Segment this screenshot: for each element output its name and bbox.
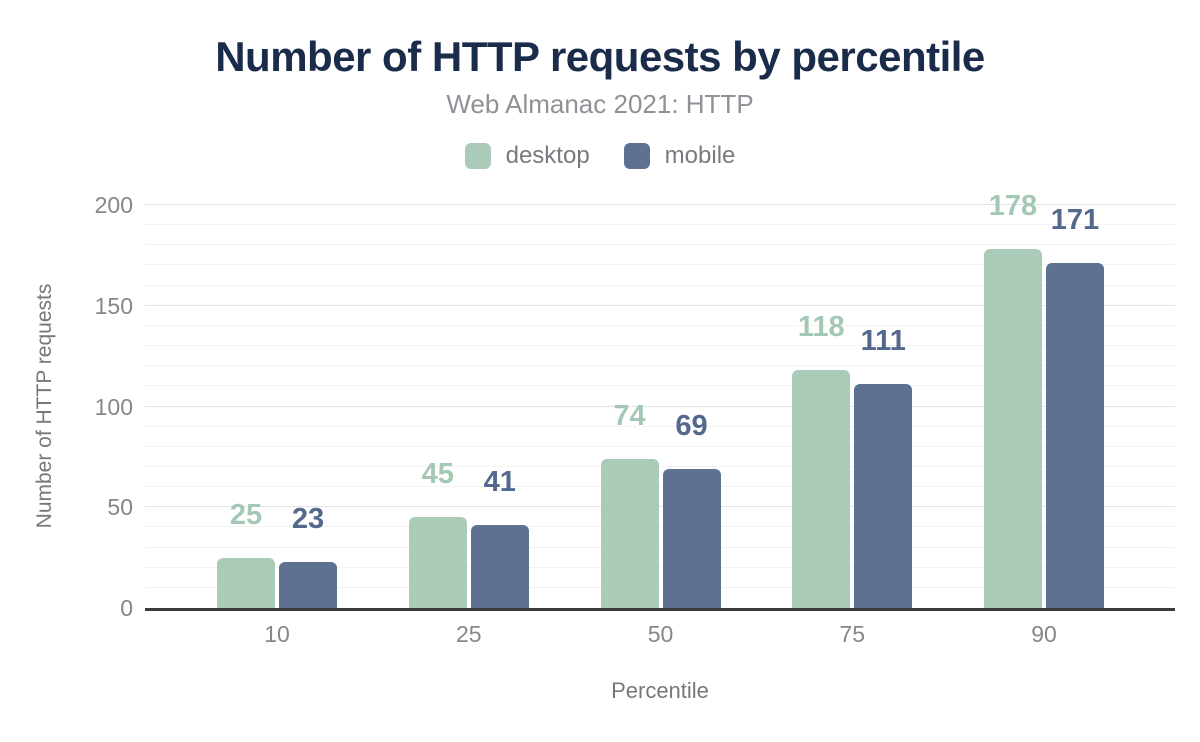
- legend-item-desktop[interactable]: desktop: [464, 142, 590, 170]
- x-tick-10: 10: [264, 621, 290, 647]
- chart-title: Number of HTTP requests by percentile: [215, 33, 985, 80]
- value-label-mobile-p10: 23: [291, 502, 325, 535]
- gridline-minor-y180: [145, 244, 1175, 246]
- gridline-major-y50: [145, 506, 1175, 508]
- bar-mobile-p10[interactable]: [279, 561, 337, 608]
- bar-mobile-p50[interactable]: [662, 468, 721, 608]
- legend-item-mobile[interactable]: mobile: [623, 142, 736, 170]
- bar-desktop-p50[interactable]: [600, 458, 659, 608]
- bar-desktop-p75[interactable]: [792, 370, 851, 608]
- legend: desktop mobile: [0, 142, 1200, 170]
- y-tick-0: 0: [120, 595, 133, 621]
- value-label-mobile-p90: 171: [1050, 204, 1100, 237]
- value-label-mobile-p25: 41: [483, 466, 516, 499]
- gridline-major-y200: [145, 204, 1175, 205]
- gridline-minor-y110: [145, 385, 1175, 387]
- gridline-major-y150: [145, 304, 1175, 306]
- gridline-minor-y90: [145, 425, 1175, 427]
- gridline-minor-y130: [145, 345, 1175, 347]
- x-tick-90: 90: [1031, 621, 1057, 647]
- value-label-mobile-p50: 69: [675, 409, 708, 442]
- legend-swatch-mobile-icon: [623, 143, 650, 169]
- gridline-minor-y70: [145, 465, 1175, 467]
- value-label-mobile-p75: 111: [860, 325, 906, 358]
- gridline-major-y100: [145, 405, 1175, 407]
- value-label-desktop-p75: 118: [797, 311, 845, 344]
- gridline-minor-y60: [145, 486, 1175, 488]
- gridline-minor-y170: [145, 264, 1175, 266]
- gridline-minor-y190: [145, 224, 1175, 226]
- value-label-desktop-p50: 74: [613, 399, 646, 432]
- legend-label-mobile: mobile: [664, 142, 736, 169]
- x-tick-50: 50: [647, 621, 674, 647]
- x-axis-title: Percentile: [611, 678, 709, 703]
- y-tick-200: 200: [94, 192, 133, 218]
- gridline-minor-y10: [145, 586, 1175, 588]
- x-tick-75: 75: [839, 621, 866, 647]
- bar-mobile-p75[interactable]: [854, 384, 913, 608]
- bar-mobile-p90[interactable]: [1046, 263, 1104, 608]
- gridline-minor-y120: [145, 365, 1175, 367]
- legend-label-desktop: desktop: [505, 142, 590, 169]
- y-tick-100: 100: [94, 393, 133, 420]
- gridline-minor-y80: [145, 445, 1175, 447]
- y-tick-50: 50: [107, 494, 133, 521]
- legend-swatch-desktop-icon: [464, 143, 491, 169]
- y-tick-150: 150: [94, 292, 133, 319]
- gridline-minor-y160: [145, 284, 1175, 286]
- gridline-minor-y140: [145, 324, 1175, 326]
- value-label-desktop-p10: 25: [229, 498, 263, 531]
- x-tick-25: 25: [455, 621, 482, 647]
- bar-desktop-p10[interactable]: [217, 557, 275, 608]
- gridline-minor-y40: [145, 526, 1175, 528]
- value-label-desktop-p90: 178: [988, 190, 1038, 223]
- value-label-desktop-p25: 45: [421, 458, 454, 491]
- gridline-minor-y20: [145, 566, 1175, 568]
- bar-desktop-p25[interactable]: [408, 517, 467, 608]
- bar-desktop-p90[interactable]: [984, 249, 1042, 608]
- bar-mobile-p25[interactable]: [470, 525, 529, 608]
- plot-area: 25 45 74 118 178 23 41 69 111 171: [145, 192, 1175, 611]
- chart-subtitle: Web Almanac 2021: HTTP: [446, 89, 754, 119]
- gridline-minor-y30: [145, 546, 1175, 548]
